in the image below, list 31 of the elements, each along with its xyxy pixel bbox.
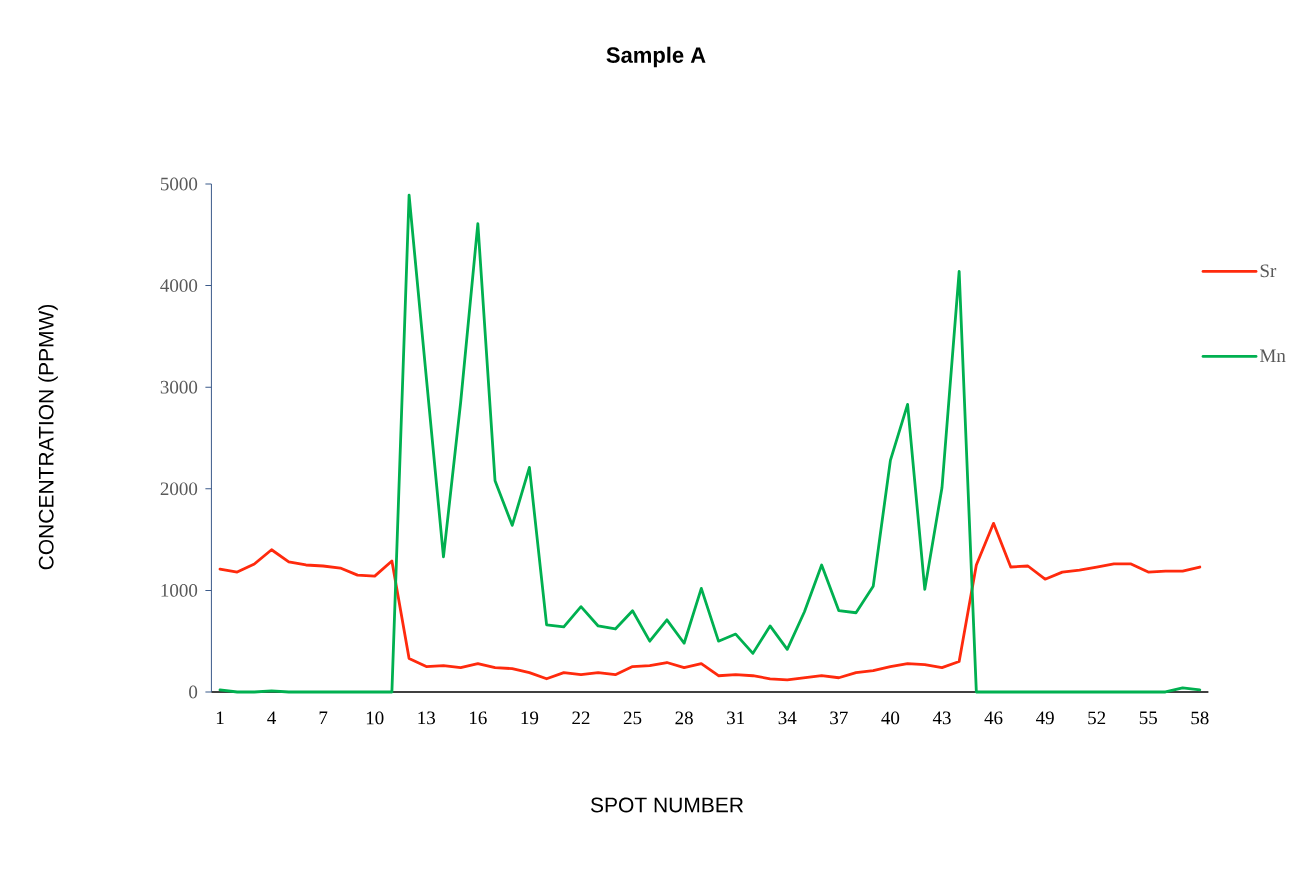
x-tick-label: 55 — [1139, 711, 1157, 725]
x-tick-label: 40 — [881, 711, 900, 725]
x-tick-label: 10 — [366, 711, 384, 725]
x-axis-title: SPOT NUMBER — [590, 797, 744, 813]
x-tick-label: 7 — [319, 711, 328, 724]
x-tick-label: 31 — [727, 711, 745, 725]
y-tick-label: 3000 — [160, 380, 198, 394]
x-tick-label: 19 — [521, 711, 539, 725]
x-tick-label: 34 — [778, 711, 797, 725]
x-tick-label: 16 — [470, 711, 487, 725]
legend-label: Mn — [1259, 349, 1286, 362]
x-tick-label: 58 — [1191, 711, 1209, 725]
x-tick-label: 22 — [572, 711, 590, 725]
chart-title: Sample A — [606, 46, 706, 68]
x-tick-label: 1 — [216, 711, 224, 725]
y-tick-label: 0 — [189, 685, 198, 699]
x-tick-label: 49 — [1035, 711, 1054, 725]
x-tick-label: 13 — [418, 711, 436, 725]
x-tick-label: 4 — [267, 711, 277, 725]
x-tick-label: 25 — [623, 711, 642, 725]
y-tick-label: 2000 — [160, 482, 198, 496]
y-tick-label: 5000 — [160, 177, 198, 191]
y-tick-label: 1000 — [161, 583, 198, 597]
x-tick-label: 43 — [932, 711, 951, 725]
legend-label: Sr — [1260, 264, 1277, 278]
x-tick-label: 46 — [984, 711, 1003, 725]
x-tick-label: 28 — [675, 711, 693, 725]
x-tick-label: 37 — [830, 711, 848, 725]
y-axis-title: CONCENTRATION (PPMW) — [38, 304, 58, 570]
y-tick-label: 4000 — [160, 279, 198, 292]
x-tick-label: 52 — [1088, 711, 1106, 725]
